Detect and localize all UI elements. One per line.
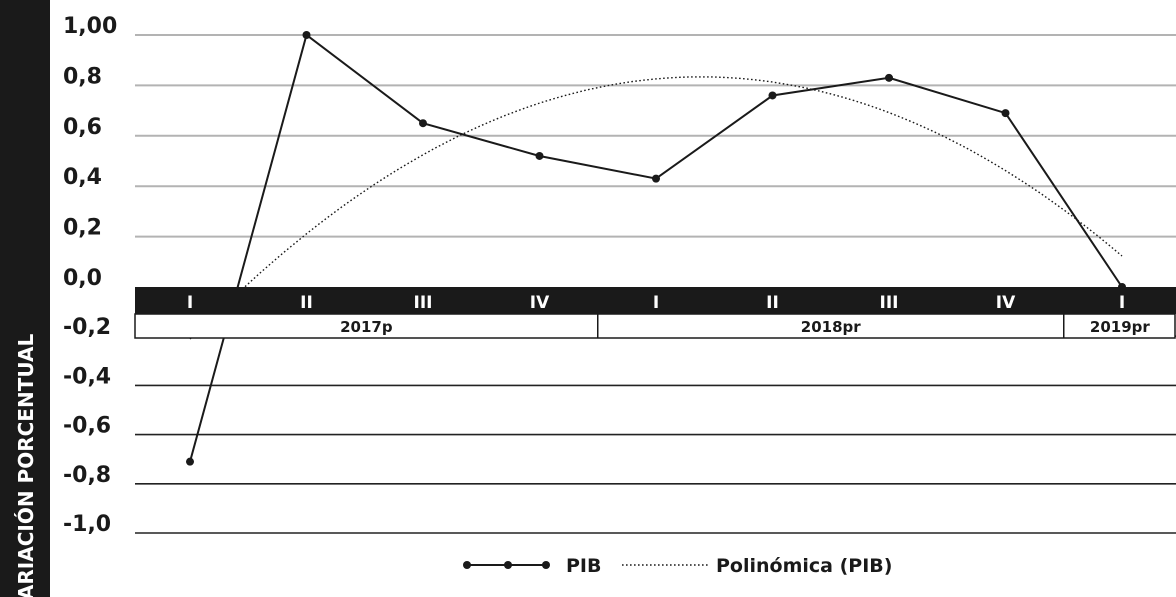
x-tick-label: IV: [996, 293, 1016, 313]
series-layer: [186, 31, 1126, 466]
y-tick-label: 1,00: [63, 14, 117, 39]
trendline-polinomica: [189, 76, 1123, 340]
x-tick-label: I: [187, 293, 193, 313]
data-point: [186, 457, 194, 466]
y-tick-label: -0,2: [63, 315, 111, 340]
x-tick-label: IV: [530, 293, 550, 313]
quarter-band: [135, 287, 1176, 314]
y-tick-label: 0,4: [63, 165, 102, 190]
data-point: [1001, 109, 1010, 118]
x-tick-label: I: [1119, 293, 1125, 313]
x-tick-label: I: [653, 293, 659, 313]
legend-pib-label: PIB: [566, 555, 601, 577]
y-tick-label: -1,0: [63, 512, 111, 537]
y-tick-label: 0,2: [63, 216, 102, 241]
x-tick-label: III: [414, 293, 433, 313]
year-label: 2019pr: [1090, 318, 1150, 336]
y-tick-label: -0,8: [63, 463, 111, 488]
legend: PIB Polinómica (PIB): [463, 555, 892, 577]
data-point: [885, 73, 893, 82]
data-point: [302, 31, 311, 39]
x-tick-label: II: [300, 293, 313, 313]
y-tick-label: 0,0: [63, 266, 102, 291]
year-label: 2017p: [340, 318, 393, 336]
legend-pib-marker: [542, 561, 550, 569]
y-tick-label: -0,6: [63, 414, 111, 439]
data-point: [768, 91, 777, 100]
year-band: [134, 313, 1176, 339]
y-tick-label: 0,8: [63, 64, 102, 89]
x-tick-label: II: [766, 293, 779, 313]
legend-pib-marker: [463, 561, 471, 569]
data-point: [652, 174, 660, 183]
grid-layer: [135, 34, 1176, 534]
y-axis-band: [0, 0, 50, 597]
y-tick-label: -0,4: [63, 364, 111, 389]
legend-pib-marker: [504, 561, 512, 569]
y-axis-label: VARIACIÓN PORCENTUAL: [14, 334, 38, 597]
y-tick-label: 0,6: [63, 115, 102, 140]
data-point: [419, 119, 427, 128]
y-tick-labels: 1,00 0,8 0,6 0,4 0,2 0,0 -0,2 -0,4 -0,6 -0,8 -1,0: [63, 14, 117, 537]
data-point: [535, 151, 544, 160]
x-tick-label: III: [880, 293, 899, 313]
legend-trend-label: Polinómica (PIB): [716, 555, 892, 577]
year-label: 2018pr: [801, 318, 861, 336]
trendline-layer: [189, 76, 1123, 340]
series-line-pib: [189, 33, 1123, 462]
